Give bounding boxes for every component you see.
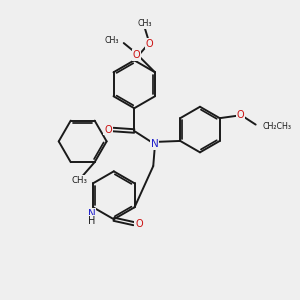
Text: N: N: [151, 139, 159, 149]
Text: H: H: [88, 216, 95, 226]
Text: O: O: [135, 219, 143, 229]
Text: CH₃: CH₃: [137, 19, 152, 28]
Text: CH₂CH₃: CH₂CH₃: [262, 122, 291, 131]
Text: O: O: [146, 39, 154, 49]
Text: O: O: [133, 50, 140, 60]
Text: O: O: [104, 124, 112, 134]
Text: CH₃: CH₃: [105, 36, 119, 45]
Text: CH₃: CH₃: [71, 176, 88, 185]
Text: O: O: [236, 110, 244, 120]
Text: N: N: [88, 209, 95, 219]
